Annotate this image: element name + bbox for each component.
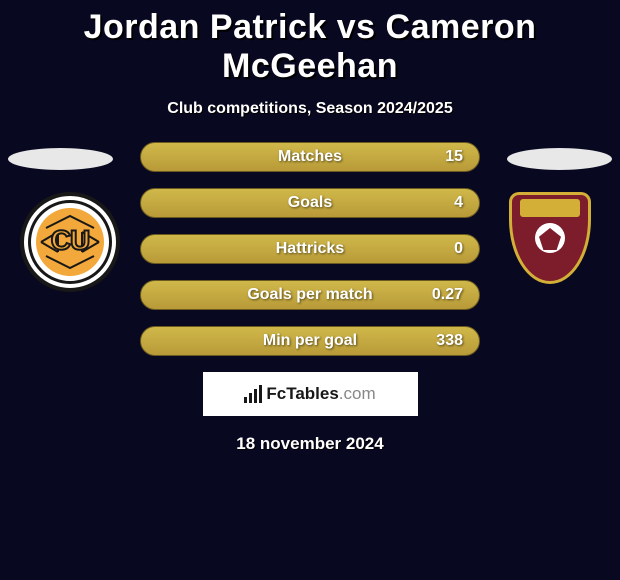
stat-value: 15 bbox=[423, 148, 463, 166]
stat-label: Matches bbox=[157, 148, 423, 166]
shadow-ellipse-left bbox=[8, 148, 113, 170]
fctables-logo: FcTables.com bbox=[203, 372, 418, 416]
main-area: CU Matches 15 Goals 4 Hattricks 0 Goals … bbox=[0, 142, 620, 454]
stat-value: 4 bbox=[423, 194, 463, 212]
stat-row: Goals 4 bbox=[140, 188, 480, 218]
stat-label: Min per goal bbox=[157, 332, 423, 350]
stat-value: 0.27 bbox=[423, 286, 463, 304]
team-badge-right bbox=[500, 192, 600, 292]
logo-main: Tables bbox=[286, 384, 339, 403]
team-badge-left: CU bbox=[20, 192, 120, 292]
bars-chart-icon bbox=[244, 385, 262, 403]
stat-value: 0 bbox=[423, 240, 463, 258]
logo-prefix: Fc bbox=[266, 384, 286, 403]
logo-text: FcTables.com bbox=[266, 384, 375, 404]
date-label: 18 november 2024 bbox=[0, 434, 620, 454]
logo-suffix: .com bbox=[339, 384, 376, 403]
page-title: Jordan Patrick vs Cameron McGeehan bbox=[0, 0, 620, 86]
stat-value: 338 bbox=[423, 332, 463, 350]
stat-label: Goals bbox=[157, 194, 423, 212]
stat-label: Hattricks bbox=[157, 240, 423, 258]
shadow-ellipse-right bbox=[507, 148, 612, 170]
subtitle: Club competitions, Season 2024/2025 bbox=[0, 100, 620, 118]
stat-row: Goals per match 0.27 bbox=[140, 280, 480, 310]
badge-left-text: CU bbox=[51, 224, 89, 256]
stat-row: Hattricks 0 bbox=[140, 234, 480, 264]
badge-cambridge-icon: CU bbox=[20, 192, 120, 292]
stat-row: Matches 15 bbox=[140, 142, 480, 172]
stats-bars: Matches 15 Goals 4 Hattricks 0 Goals per… bbox=[140, 142, 480, 356]
badge-northampton-icon bbox=[500, 192, 600, 292]
stat-row: Min per goal 338 bbox=[140, 326, 480, 356]
stat-label: Goals per match bbox=[157, 286, 423, 304]
